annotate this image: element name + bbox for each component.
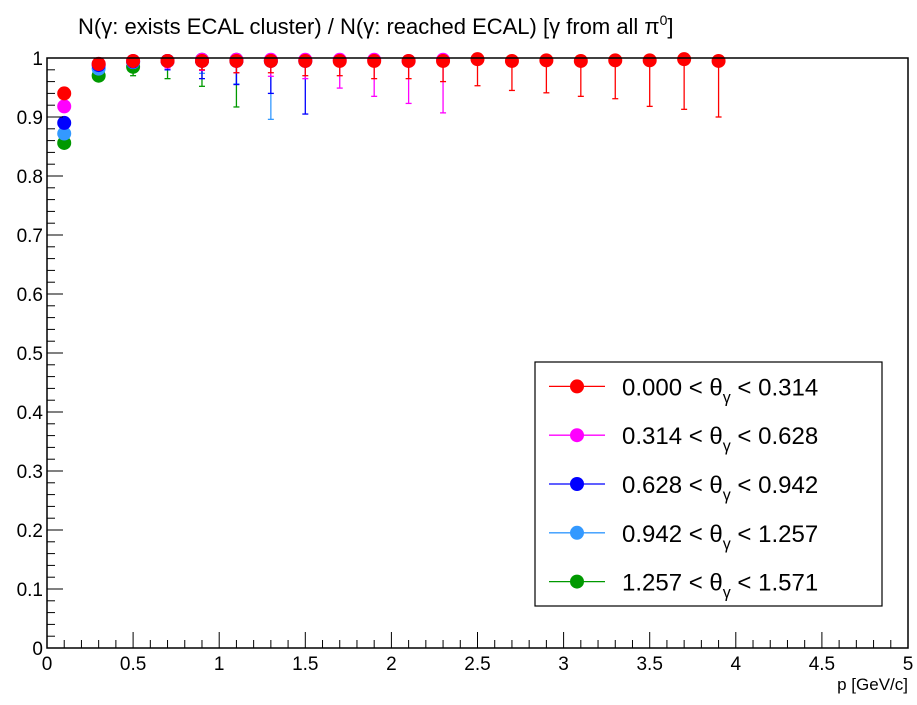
y-tick-label: 0.5: [17, 344, 43, 365]
data-point: [504, 53, 519, 68]
data-point: [229, 53, 244, 68]
legend-marker: [570, 477, 584, 491]
data-point: [642, 53, 657, 68]
data-point: [711, 53, 726, 68]
legend-label: 0.314 < θγ < 0.628: [622, 423, 818, 455]
x-tick-label: 0.5: [120, 654, 146, 675]
legend-entry: 0.628 < θγ < 0.942: [549, 472, 818, 504]
y-tick-label: 0.3: [17, 462, 43, 483]
data-point: [57, 99, 72, 114]
x-tick-label: 2.5: [464, 654, 490, 675]
legend-label: 1.257 < θγ < 1.571: [622, 570, 818, 602]
x-axis-label: p [GeV/c]: [837, 675, 908, 694]
data-point: [367, 53, 382, 68]
data-point: [608, 53, 623, 68]
y-tick-label: 0.2: [17, 521, 43, 542]
legend-entry: 0.000 < θγ < 0.314: [549, 374, 818, 406]
y-tick-label: 0: [32, 639, 43, 660]
x-tick-label: 1: [214, 654, 225, 675]
legend-marker: [570, 574, 584, 589]
data-point: [57, 126, 72, 141]
plot-area: [57, 52, 726, 150]
data-point: [194, 53, 209, 68]
legend: 0.000 < θγ < 0.314 0.314 < θγ < 0.628 0.62…: [534, 361, 883, 607]
x-tick-label: 5: [903, 654, 914, 675]
data-point: [160, 53, 175, 68]
data-point: [126, 53, 141, 68]
x-tick-label: 4: [731, 654, 742, 675]
data-point: [677, 52, 692, 67]
data-point: [298, 53, 313, 68]
legend-label: 0.628 < θγ < 0.942: [622, 472, 818, 504]
y-tick-label: 0.7: [17, 226, 43, 247]
y-tick-label: 0.1: [17, 580, 43, 601]
x-tick-label: 4.5: [809, 654, 835, 675]
series-4: [57, 52, 244, 150]
x-axis: 0 0.5 1 1.5 2 2.5 3 3.5 4 4.5 5: [42, 632, 914, 675]
legend-label: 0.000 < θγ < 0.314: [622, 374, 818, 406]
data-point: [57, 115, 72, 130]
legend-marker: [570, 428, 584, 443]
series-0: [57, 52, 726, 118]
data-point: [91, 56, 106, 71]
y-axis: 0 0.1 0.2 0.3 0.4 0.5 0.6 0.7 0.8 0.9 1: [17, 49, 63, 660]
data-point: [470, 52, 485, 67]
legend-entry: 0.314 < θγ < 0.628: [549, 423, 818, 455]
data-point: [436, 53, 451, 68]
data-point: [573, 53, 588, 68]
y-tick-label: 0.6: [17, 285, 43, 306]
legend-marker: [570, 525, 584, 540]
y-tick-label: 0.9: [17, 108, 43, 129]
y-tick-label: 0.8: [17, 167, 43, 188]
y-tick-label: 1: [32, 49, 43, 70]
legend-label: 0.942 < θγ < 1.257: [622, 521, 818, 553]
y-tick-label: 0.4: [17, 403, 44, 424]
chart-title: N(γ: exists ECAL cluster) / N(γ: reached…: [78, 12, 674, 39]
data-point: [57, 86, 72, 101]
data-point: [332, 53, 347, 68]
data-point: [539, 53, 554, 68]
legend-marker: [570, 379, 584, 394]
x-tick-label: 3.5: [636, 654, 662, 675]
x-tick-label: 3: [558, 654, 569, 675]
legend-entry: 0.942 < θγ < 1.257: [549, 521, 818, 553]
data-point: [263, 53, 278, 68]
data-point: [401, 53, 416, 68]
x-tick-label: 2: [386, 654, 397, 675]
series-1: [57, 52, 451, 114]
legend-entry: 1.257 < θγ < 1.571: [549, 570, 818, 602]
x-tick-label: 1.5: [292, 654, 318, 675]
x-tick-label: 0: [42, 654, 53, 675]
